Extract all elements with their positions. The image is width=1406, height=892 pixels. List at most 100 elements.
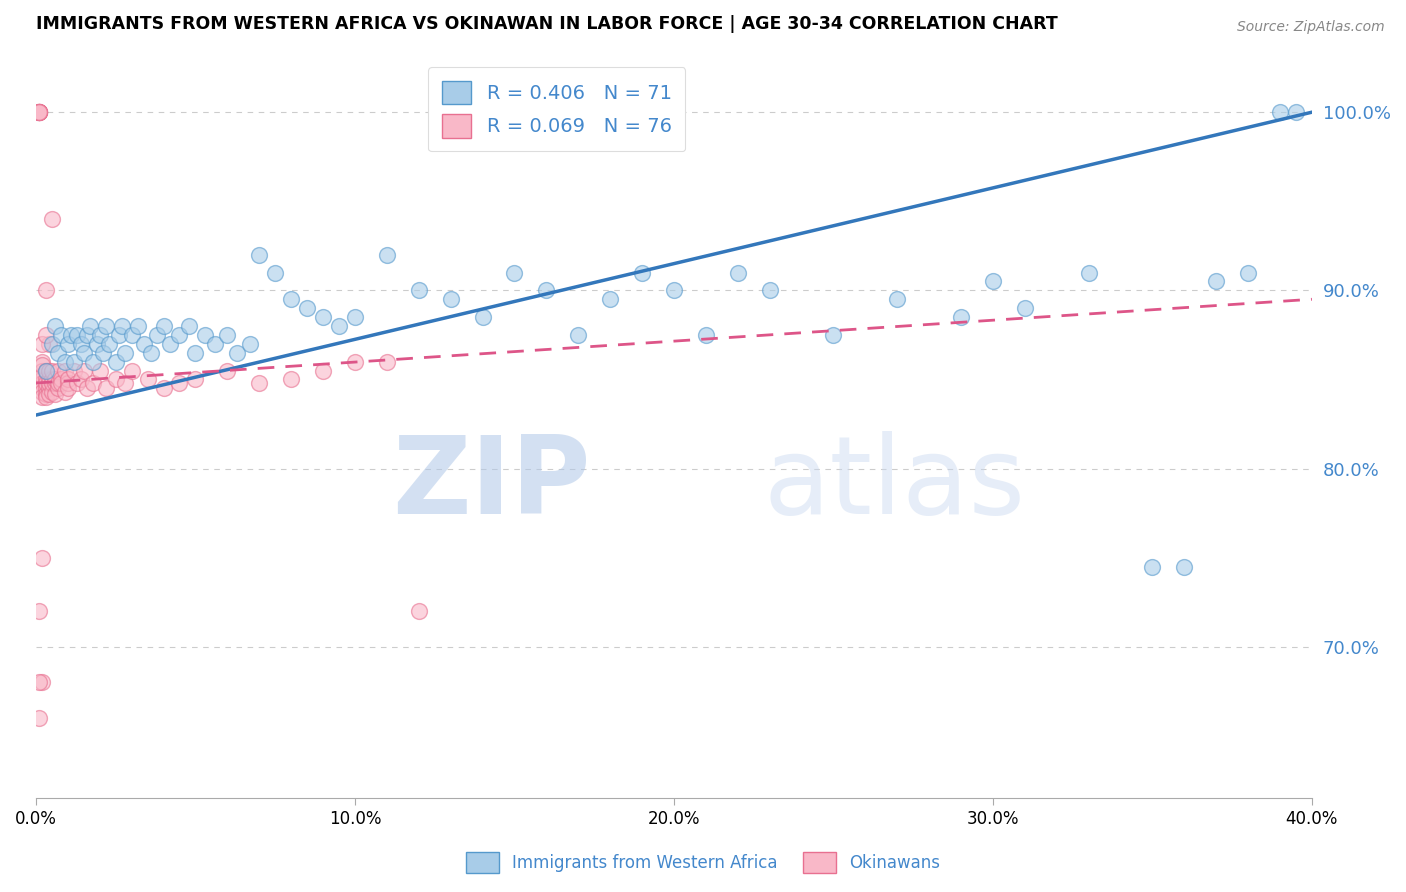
Point — [184, 345, 207, 359]
Point — [295, 301, 318, 315]
Point — [82, 354, 104, 368]
Point — [46, 363, 69, 377]
Point — [439, 293, 461, 307]
Point — [695, 327, 717, 342]
Point — [34, 372, 56, 386]
Point — [264, 266, 287, 280]
Point — [31, 675, 53, 690]
Point — [53, 363, 76, 377]
Point — [152, 318, 174, 333]
Point — [217, 363, 239, 377]
Point — [76, 381, 98, 395]
Point — [56, 376, 79, 390]
Point — [312, 310, 335, 324]
Legend: Immigrants from Western Africa, Okinawans: Immigrants from Western Africa, Okinawan… — [458, 846, 948, 880]
Point — [41, 336, 63, 351]
Point — [280, 293, 302, 307]
Point — [247, 248, 270, 262]
Point — [631, 266, 654, 280]
Point — [56, 372, 79, 386]
Point — [31, 368, 53, 383]
Point — [41, 384, 63, 399]
Text: Source: ZipAtlas.com: Source: ZipAtlas.com — [1237, 20, 1385, 34]
Point — [28, 711, 51, 725]
Point — [375, 248, 398, 262]
Point — [146, 327, 169, 342]
Point — [60, 327, 83, 342]
Point — [98, 336, 121, 351]
Point — [82, 376, 104, 390]
Point — [28, 675, 51, 690]
Point — [94, 381, 117, 395]
Point — [503, 266, 526, 280]
Text: ZIP: ZIP — [392, 431, 591, 537]
Point — [1237, 266, 1260, 280]
Point — [41, 212, 63, 227]
Point — [51, 376, 73, 390]
Point — [104, 354, 127, 368]
Point — [34, 381, 56, 395]
Point — [280, 372, 302, 386]
Point — [127, 318, 149, 333]
Point — [1205, 275, 1227, 289]
Point — [63, 354, 86, 368]
Point — [114, 376, 136, 390]
Point — [34, 284, 56, 298]
Point — [177, 318, 200, 333]
Point — [1268, 105, 1291, 120]
Point — [44, 386, 66, 401]
Point — [38, 381, 60, 395]
Point — [31, 376, 53, 390]
Point — [114, 345, 136, 359]
Point — [34, 390, 56, 404]
Point — [169, 327, 191, 342]
Point — [239, 336, 262, 351]
Point — [134, 336, 156, 351]
Point — [31, 358, 53, 372]
Point — [38, 336, 60, 351]
Point — [28, 105, 51, 120]
Point — [343, 354, 366, 368]
Point — [31, 381, 53, 395]
Point — [41, 372, 63, 386]
Point — [28, 105, 51, 120]
Point — [225, 345, 247, 359]
Point — [46, 345, 69, 359]
Point — [44, 318, 66, 333]
Point — [247, 376, 270, 390]
Point — [28, 105, 51, 120]
Point — [1173, 559, 1195, 574]
Point — [204, 336, 226, 351]
Point — [1014, 301, 1036, 315]
Point — [41, 376, 63, 390]
Point — [34, 363, 56, 377]
Point — [91, 345, 114, 359]
Point — [56, 336, 79, 351]
Point — [108, 327, 131, 342]
Point — [28, 604, 51, 618]
Point — [28, 105, 51, 120]
Point — [44, 372, 66, 386]
Point — [44, 376, 66, 390]
Point — [73, 363, 96, 377]
Point — [217, 327, 239, 342]
Point — [73, 345, 96, 359]
Point — [28, 105, 51, 120]
Point — [28, 105, 51, 120]
Point — [63, 363, 86, 377]
Point — [51, 327, 73, 342]
Point — [758, 284, 780, 298]
Point — [104, 372, 127, 386]
Point — [86, 336, 108, 351]
Point — [194, 327, 217, 342]
Point — [89, 363, 111, 377]
Point — [981, 275, 1004, 289]
Point — [121, 363, 143, 377]
Point — [31, 384, 53, 399]
Point — [312, 363, 335, 377]
Point — [51, 372, 73, 386]
Text: IMMIGRANTS FROM WESTERN AFRICA VS OKINAWAN IN LABOR FORCE | AGE 30-34 CORRELATIO: IMMIGRANTS FROM WESTERN AFRICA VS OKINAW… — [37, 15, 1057, 33]
Point — [34, 327, 56, 342]
Point — [31, 336, 53, 351]
Point — [1077, 266, 1099, 280]
